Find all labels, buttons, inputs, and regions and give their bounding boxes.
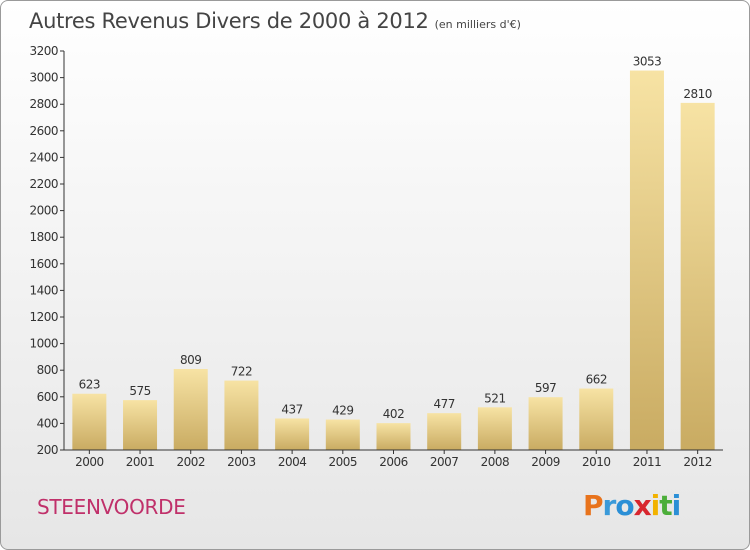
chart-title: Autres Revenus Divers de 2000 à 2012 (en … (29, 9, 521, 33)
x-tick-label: 2009 (531, 455, 560, 469)
bar-value-label: 662 (586, 373, 607, 387)
bar-2006 (376, 423, 411, 450)
x-tick-label: 2002 (176, 455, 205, 469)
x-tick-label: 2001 (126, 455, 155, 469)
x-tick-label: 2006 (379, 455, 408, 469)
logo-letter: P (583, 489, 604, 522)
bar-2001 (123, 400, 158, 450)
bar-value-label: 429 (332, 404, 353, 418)
y-tick-label: 2200 (29, 177, 58, 191)
y-tick-label: 400 (37, 416, 58, 430)
x-tick-label: 2010 (582, 455, 611, 469)
x-tick-label: 2003 (227, 455, 256, 469)
y-tick-label: 2400 (29, 150, 58, 164)
y-tick-label: 1200 (29, 310, 58, 324)
bar-value-label: 575 (129, 384, 150, 398)
x-tick-label: 2011 (633, 455, 662, 469)
x-tick-label: 2000 (75, 455, 104, 469)
logo-letter: x (633, 489, 652, 522)
y-tick-label: 1000 (29, 337, 58, 351)
bar-2009 (528, 397, 563, 450)
chart-title-text: Autres Revenus Divers de 2000 à 2012 (29, 9, 429, 33)
bar-2005 (325, 419, 360, 450)
logo-letter: i (671, 489, 682, 522)
bar-value-label: 2810 (683, 87, 712, 101)
bar-2010 (579, 388, 614, 450)
y-tick-label: 1600 (29, 257, 58, 271)
bar-value-label: 437 (281, 402, 302, 416)
y-tick-label: 1400 (29, 283, 58, 297)
bar-2008 (477, 407, 512, 450)
bar-value-label: 402 (383, 407, 404, 421)
y-tick-label: 3000 (29, 71, 58, 85)
bar-value-label: 722 (231, 365, 252, 379)
x-tick-label: 2012 (683, 455, 712, 469)
x-tick-label: 2004 (278, 455, 307, 469)
bar-value-label: 597 (535, 381, 556, 395)
bar-2003 (224, 380, 259, 450)
y-tick-label: 3200 (29, 44, 58, 58)
bar-2011 (629, 70, 664, 451)
bars-layer: 623 575 809 722 437 429 402 477 521 597 662 3053 281… (72, 55, 715, 451)
y-tick-label: 600 (37, 390, 58, 404)
bar-value-label: 809 (180, 353, 201, 367)
x-tick-label: 2007 (430, 455, 459, 469)
bar-2004 (275, 418, 310, 450)
y-tick-label: 2600 (29, 124, 58, 138)
bar-2000 (72, 393, 107, 450)
logo-letter: r (602, 489, 617, 522)
bar-value-label: 477 (433, 397, 454, 411)
logo-letter: i (650, 489, 661, 522)
logo-letter: o (615, 489, 634, 522)
bar-value-label: 3053 (633, 55, 662, 69)
y-tick-label: 200 (37, 443, 58, 457)
y-tick-label: 2000 (29, 204, 58, 218)
axes: 200 400 600 800 1000 1200 1400 1600 1800 2000 2200… (29, 44, 723, 469)
logo-letter: t (659, 489, 672, 522)
bar-value-label: 521 (484, 391, 505, 405)
y-tick-label: 800 (37, 363, 58, 377)
place-name: STEENVOORDE (37, 495, 186, 519)
chart-subtitle: (en milliers d'€) (434, 18, 521, 31)
bar-2007 (427, 413, 462, 450)
proxiti-logo: Proxiti (583, 489, 682, 522)
y-tick-label: 2800 (29, 97, 58, 111)
bar-2012 (680, 102, 715, 451)
y-tick-label: 1800 (29, 230, 58, 244)
x-tick-label: 2005 (329, 455, 358, 469)
bar-2002 (173, 369, 208, 450)
bar-value-label: 623 (79, 378, 100, 392)
x-tick-label: 2008 (481, 455, 510, 469)
